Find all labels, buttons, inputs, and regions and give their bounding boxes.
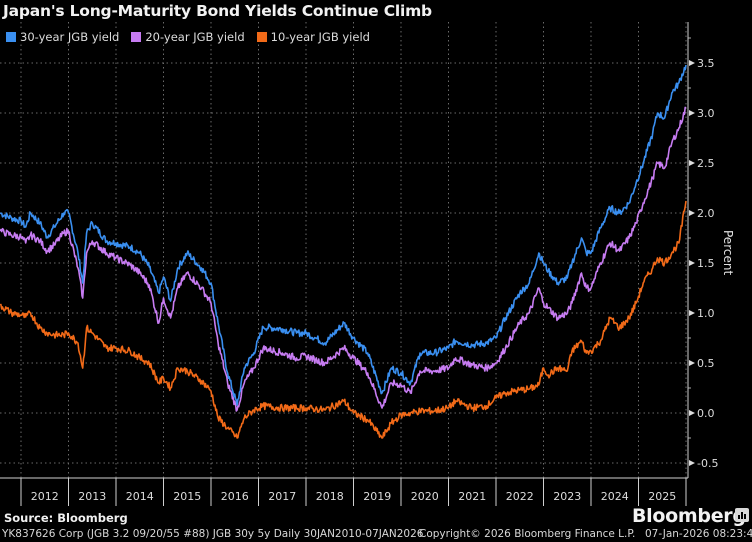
legend-item-20y: 20-year JGB yield xyxy=(131,30,245,44)
series-line-30y xyxy=(0,64,687,406)
x-tick-label: 2013 xyxy=(78,490,106,503)
x-tick-label: 2020 xyxy=(411,490,439,503)
source-label: Source: Bloomberg xyxy=(4,511,128,525)
axes: -0.5 0.0 0.5 1.0 1.5 2.0 2.5 3.0 3.5 2012 2013 2014… xyxy=(0,22,718,506)
timestamp: 07-Jan-2026 08:23:44 xyxy=(645,528,752,540)
legend: 30-year JGB yield 20-year JGB yield 10-y… xyxy=(6,30,374,44)
y-tick-mark xyxy=(689,110,695,116)
x-tick-label: 2016 xyxy=(221,490,249,503)
x-tick-label: 2023 xyxy=(553,490,581,503)
y-tick-label: 3.0 xyxy=(697,107,715,120)
x-tick-label: 2014 xyxy=(126,490,154,503)
y-tick-mark xyxy=(689,260,695,266)
copyright: Copyright© 2026 Bloomberg Finance L.P. xyxy=(419,528,636,540)
legend-label-20y: 20-year JGB yield xyxy=(145,30,245,44)
legend-swatch-30y xyxy=(6,32,16,42)
y-tick-label: 0.0 xyxy=(697,407,715,420)
y-tick-label: 2.0 xyxy=(697,207,715,220)
bloomberg-logo: Bloomberg xyxy=(632,505,746,527)
x-tick-label: 2018 xyxy=(316,490,344,503)
x-tick-label: 2015 xyxy=(173,490,201,503)
x-tick-label: 2019 xyxy=(363,490,391,503)
x-tick-label: 2024 xyxy=(601,490,629,503)
bar-chart-bubble-icon xyxy=(735,508,749,522)
legend-label-30y: 30-year JGB yield xyxy=(20,30,120,44)
ticker-info: YK837626 Corp (JGB 3.2 09/20/55 #88) JGB… xyxy=(2,528,424,540)
y-tick-mark xyxy=(689,410,695,416)
series-lines xyxy=(0,64,687,439)
y-tick-mark xyxy=(689,160,695,166)
y-tick-label: 1.5 xyxy=(697,257,715,270)
series-line-10y xyxy=(0,200,687,439)
y-axis-label: Percent xyxy=(721,230,735,276)
y-tick-label: 1.0 xyxy=(697,307,715,320)
x-tick-label: 2025 xyxy=(648,490,676,503)
y-tick-mark xyxy=(689,460,695,466)
y-tick-label: 2.5 xyxy=(697,157,715,170)
chart-title: Japan's Long-Maturity Bond Yields Contin… xyxy=(3,2,432,20)
legend-item-10y: 10-year JGB yield xyxy=(256,30,370,44)
x-tick-label: 2012 xyxy=(31,490,59,503)
legend-swatch-20y xyxy=(131,32,142,42)
y-tick-mark xyxy=(689,210,695,216)
x-tick-label: 2021 xyxy=(458,490,486,503)
y-tick-label: 0.5 xyxy=(697,357,715,370)
legend-item-30y: 30-year JGB yield xyxy=(6,30,119,44)
y-tick-label: 3.5 xyxy=(697,57,715,70)
series-line-20y xyxy=(0,106,687,412)
y-tick-mark xyxy=(689,60,695,66)
legend-swatch-10y xyxy=(256,32,267,42)
legend-label-10y: 10-year JGB yield xyxy=(270,30,370,44)
y-tick-mark xyxy=(689,360,695,366)
x-tick-label: 2022 xyxy=(506,490,534,503)
x-tick-label: 2017 xyxy=(268,490,296,503)
y-tick-label: -0.5 xyxy=(697,457,718,470)
y-tick-mark xyxy=(689,310,695,316)
